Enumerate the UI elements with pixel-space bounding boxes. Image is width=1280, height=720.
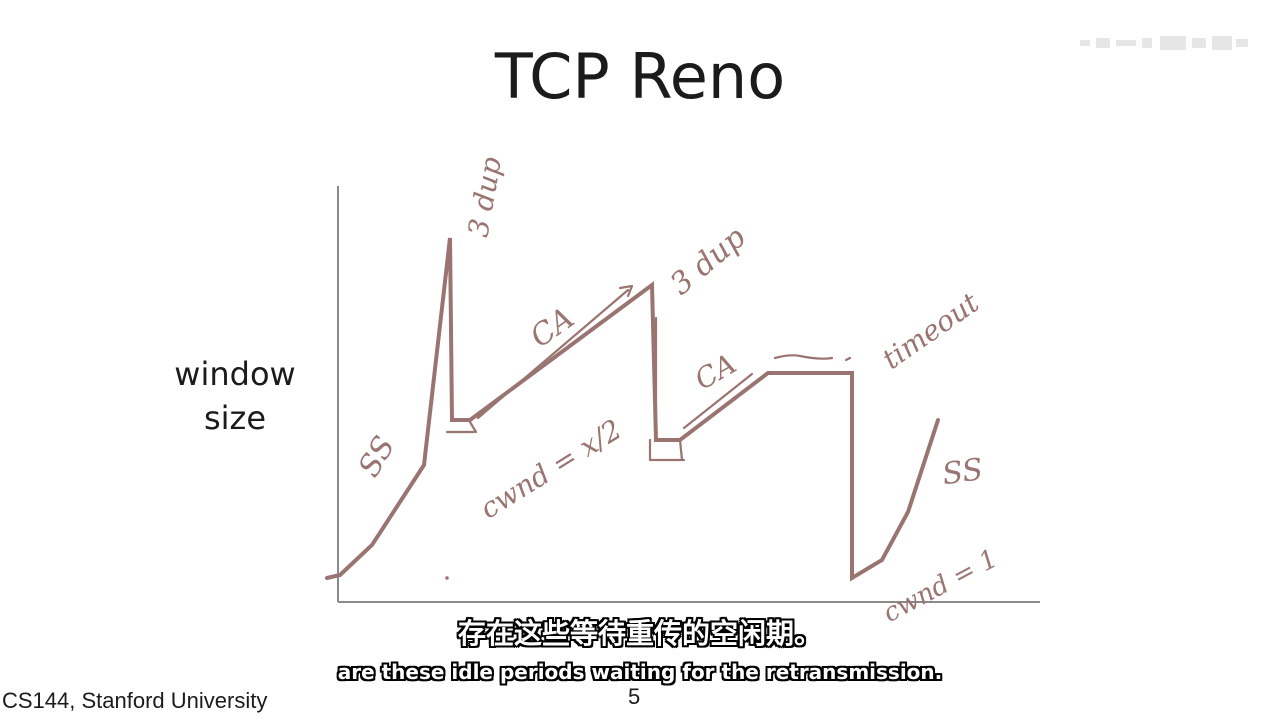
annotation-timeout: timeout bbox=[876, 286, 985, 376]
y-axis-label-line1: window bbox=[174, 355, 296, 393]
ca-arrow-1 bbox=[476, 284, 634, 420]
timeout-dash bbox=[773, 354, 852, 362]
annotation-cwnd-half: cwnd = x/2 bbox=[474, 413, 627, 526]
annotation-ss-left: SS bbox=[352, 430, 403, 483]
page-number: 5 bbox=[628, 684, 641, 709]
window-size-curve bbox=[325, 237, 940, 582]
subtitle-english: are these idle periods waiting for the r… bbox=[337, 660, 943, 684]
flat-marker-1 bbox=[445, 420, 478, 434]
subtitle-chinese: 存在这些等待重传的空闲期。 bbox=[457, 617, 822, 650]
flat-marker-2 bbox=[648, 438, 686, 462]
annotation-3dup-2: 3 dup bbox=[664, 220, 753, 302]
annotation-3dup-1: 3 dup bbox=[461, 154, 508, 239]
footer-course: CS144, Stanford University bbox=[2, 688, 268, 713]
ca-arrow-2 bbox=[682, 372, 754, 430]
watermark-mark bbox=[1080, 36, 1248, 50]
y-axis-label-line2: size bbox=[203, 399, 267, 437]
annotation-ss-right: SS bbox=[940, 452, 985, 492]
slide-title: TCP Reno bbox=[494, 40, 786, 113]
annotation-ca-1: CA bbox=[524, 301, 581, 355]
y-axis-label: window size bbox=[160, 352, 310, 440]
stray-dot bbox=[445, 576, 449, 580]
